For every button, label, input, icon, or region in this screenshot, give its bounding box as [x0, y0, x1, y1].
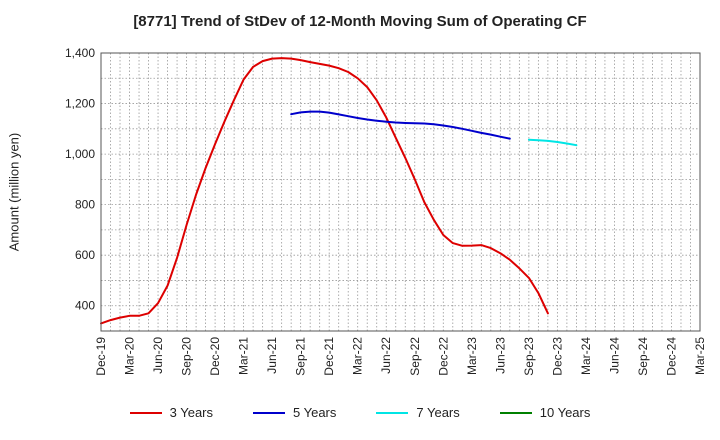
x-tick-label: Sep-21	[294, 337, 308, 376]
y-tick-label: 1,000	[65, 147, 95, 161]
y-tick-label: 800	[75, 198, 95, 212]
x-tick-label: Jun-20	[151, 337, 165, 374]
legend-item-3-years: 3 Years	[129, 405, 213, 420]
x-tick-label: Mar-22	[351, 337, 365, 375]
x-tick-label: Sep-24	[636, 337, 650, 376]
x-tick-label: Jun-23	[493, 337, 507, 374]
x-tick-label: Mar-23	[465, 337, 479, 375]
y-tick-label: 1,200	[65, 97, 95, 111]
x-tick-label: Mar-24	[579, 337, 593, 375]
series-line-5-years	[290, 110, 511, 140]
x-tick-label: Dec-21	[322, 337, 336, 376]
series-lines	[100, 57, 578, 325]
x-tick-label: Dec-23	[550, 337, 564, 376]
legend-swatch-5-years	[253, 411, 285, 414]
x-tick-label: Dec-22	[436, 337, 450, 376]
legend-label-5-years: 5 Years	[293, 405, 337, 420]
x-tick-label: Mar-25	[693, 337, 707, 375]
legend-label-3-years: 3 Years	[169, 405, 213, 420]
x-tick-label: Dec-20	[208, 337, 222, 376]
series-line-3-years	[100, 57, 549, 325]
plot-frame	[100, 52, 701, 332]
legend-item-10-years: 10 Years	[499, 405, 591, 420]
x-tick-label: Jun-21	[265, 337, 279, 374]
y-tick-label: 600	[75, 248, 95, 262]
legend-label-10-years: 10 Years	[539, 405, 591, 420]
y-tick-label: 400	[75, 299, 95, 313]
legend-swatch-7-years	[376, 411, 409, 414]
x-tick-label: Jun-22	[379, 337, 393, 374]
x-tick-label: Sep-23	[522, 337, 536, 376]
legend-item-7-years: 7 Years	[376, 405, 460, 420]
series-line-7-years	[527, 138, 578, 147]
chart-title: [8771] Trend of StDev of 12-Month Moving…	[133, 13, 587, 30]
legend: 3 Years 5 Years 7 Years 10 Years	[0, 405, 720, 420]
x-tick-label: Dec-19	[94, 337, 108, 376]
legend-item-5-years: 5 Years	[253, 405, 336, 420]
x-tick-label: Dec-24	[664, 337, 678, 376]
x-tick-label: Jun-24	[607, 337, 621, 374]
legend-swatch-3-years	[129, 411, 162, 414]
y-tick-label: 1,400	[65, 46, 95, 60]
legend-label-7-years: 7 Years	[416, 405, 460, 420]
x-tick-label: Sep-22	[408, 337, 422, 376]
legend-swatch-10-years	[499, 411, 532, 414]
x-tick-label: Mar-21	[237, 337, 251, 375]
x-tick-label: Mar-20	[123, 337, 137, 375]
grid-lines	[100, 52, 701, 332]
x-tick-label: Sep-20	[180, 337, 194, 376]
y-tick-labels: 400 600 800 1,000 1,200 1,400	[65, 46, 95, 313]
x-tick-labels: Dec-19 Mar-20 Jun-20 Sep-20 Dec-20 Mar-21 Jun-…	[94, 337, 707, 376]
